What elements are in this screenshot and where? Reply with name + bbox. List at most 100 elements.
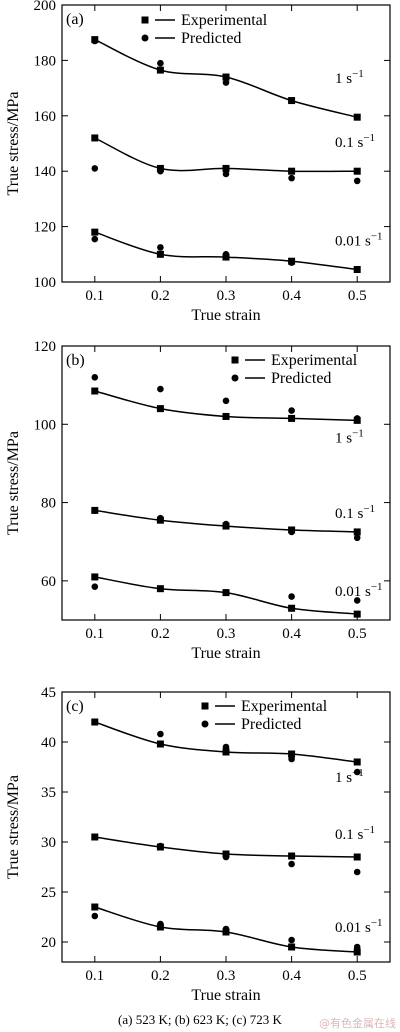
experimental-point — [156, 250, 164, 258]
y-tick-label: 25 — [41, 885, 56, 901]
experimental-point — [353, 853, 361, 861]
predicted-point — [288, 97, 295, 104]
x-tick-label: 0.4 — [282, 288, 301, 304]
predicted-point — [288, 528, 295, 536]
predicted-point — [353, 113, 361, 121]
strain-rate-label: 0.1 s−1 — [335, 824, 375, 843]
experimental-point — [156, 405, 164, 413]
predicted-point — [222, 397, 230, 405]
predicted-point — [288, 593, 295, 600]
legend-square-marker — [231, 356, 239, 364]
experimental-point — [156, 740, 164, 748]
predicted-point — [157, 167, 164, 175]
x-axis-title: True strain — [191, 307, 260, 324]
x-tick-label: 0.1 — [85, 626, 104, 642]
experimental-point — [222, 412, 230, 420]
predicted-point — [157, 514, 164, 522]
predicted-point — [288, 259, 295, 266]
legend-experimental: Experimental — [241, 698, 328, 715]
legend-experimental: Experimental — [271, 352, 358, 369]
experimental-point — [222, 73, 230, 81]
strain-rate-label: 0.1 s−1 — [335, 503, 375, 522]
panel-label: (b) — [66, 352, 85, 369]
y-tick-label: 100 — [34, 275, 57, 291]
y-axis-title: True stress/MPa — [5, 431, 22, 535]
x-tick-label: 0.2 — [151, 288, 170, 304]
experimental-point — [288, 750, 296, 758]
legend-square-marker — [201, 702, 209, 710]
y-tick-label: 30 — [41, 835, 56, 851]
predicted-point — [91, 235, 99, 243]
predicted-point — [222, 170, 230, 178]
x-tick-label: 0.3 — [217, 626, 236, 642]
x-tick-label: 0.3 — [217, 968, 236, 984]
y-tick-label: 200 — [34, 0, 57, 14]
legend-experimental: Experimental — [181, 12, 268, 29]
strain-rate-label: 1 s−1 — [335, 767, 364, 786]
x-tick-label: 0.5 — [348, 626, 367, 642]
predicted-point — [353, 266, 361, 273]
predicted-point — [157, 730, 164, 738]
x-tick-label: 0.2 — [151, 626, 170, 642]
experimental-point — [91, 228, 99, 236]
predicted-point — [222, 79, 230, 86]
x-tick-label: 0.1 — [85, 288, 104, 304]
experimental-point — [288, 167, 296, 175]
predicted-point — [222, 853, 230, 861]
predicted-point — [157, 585, 164, 592]
chart-panel-2: 0.1 0.2 0.3 0.4 0.5 60 80 100 120 True strain True… — [5, 339, 391, 662]
experimental-point — [288, 414, 296, 422]
x-tick-label: 0.4 — [282, 968, 301, 984]
predicted-point — [91, 507, 99, 514]
experimental-point — [288, 852, 296, 860]
predicted-point — [353, 534, 361, 542]
y-axis-title: True stress/MPa — [5, 775, 22, 879]
predicted-point — [91, 718, 99, 726]
predicted-point — [288, 936, 295, 944]
strain-rate-label: 0.01 s−1 — [335, 581, 383, 600]
strain-rate-label: 0.1 s−1 — [335, 132, 375, 151]
legend-circle-marker — [201, 720, 209, 728]
predicted-point — [288, 174, 295, 182]
legend-predicted: Predicted — [181, 30, 241, 47]
predicted-point — [91, 374, 99, 381]
panel-label: (a) — [66, 11, 84, 28]
watermark: @有色金属在线 — [319, 1017, 396, 1030]
strain-rate-label: 1 s−1 — [335, 427, 364, 446]
y-tick-label: 40 — [41, 735, 56, 751]
figure-caption: (a) 523 K; (b) 623 K; (c) 723 K — [118, 1012, 282, 1027]
y-tick-label: 60 — [41, 574, 56, 590]
x-tick-label: 0.1 — [85, 968, 104, 984]
experimental-point — [353, 758, 361, 766]
predicted-point — [353, 177, 361, 185]
predicted-point — [222, 251, 230, 258]
experimental-point — [288, 604, 296, 612]
fitted-curve-1 — [94, 721, 358, 763]
legend-predicted: Predicted — [271, 370, 331, 387]
x-axis-title: True strain — [191, 645, 260, 662]
predicted-point — [353, 597, 361, 604]
experimental-point — [91, 387, 99, 395]
x-tick-label: 0.4 — [282, 626, 301, 642]
legend-circle-marker — [231, 374, 239, 382]
experimental-point — [353, 948, 361, 956]
experimental-point — [91, 134, 99, 142]
predicted-point — [222, 589, 230, 596]
y-tick-label: 20 — [41, 935, 56, 951]
predicted-point — [91, 833, 99, 841]
legend-predicted: Predicted — [241, 716, 301, 733]
panel-label: (c) — [66, 698, 84, 715]
predicted-point — [91, 165, 99, 172]
legend-square-marker — [141, 16, 149, 24]
x-tick-label: 0.5 — [348, 288, 367, 304]
experimental-point — [288, 943, 296, 951]
experimental-point — [353, 610, 361, 618]
y-tick-label: 160 — [34, 109, 57, 125]
y-tick-label: 100 — [34, 417, 57, 433]
predicted-point — [353, 415, 361, 422]
experimental-point — [91, 573, 99, 581]
x-tick-label: 0.5 — [348, 968, 367, 984]
predicted-point — [353, 768, 361, 776]
x-tick-label: 0.2 — [151, 968, 170, 984]
